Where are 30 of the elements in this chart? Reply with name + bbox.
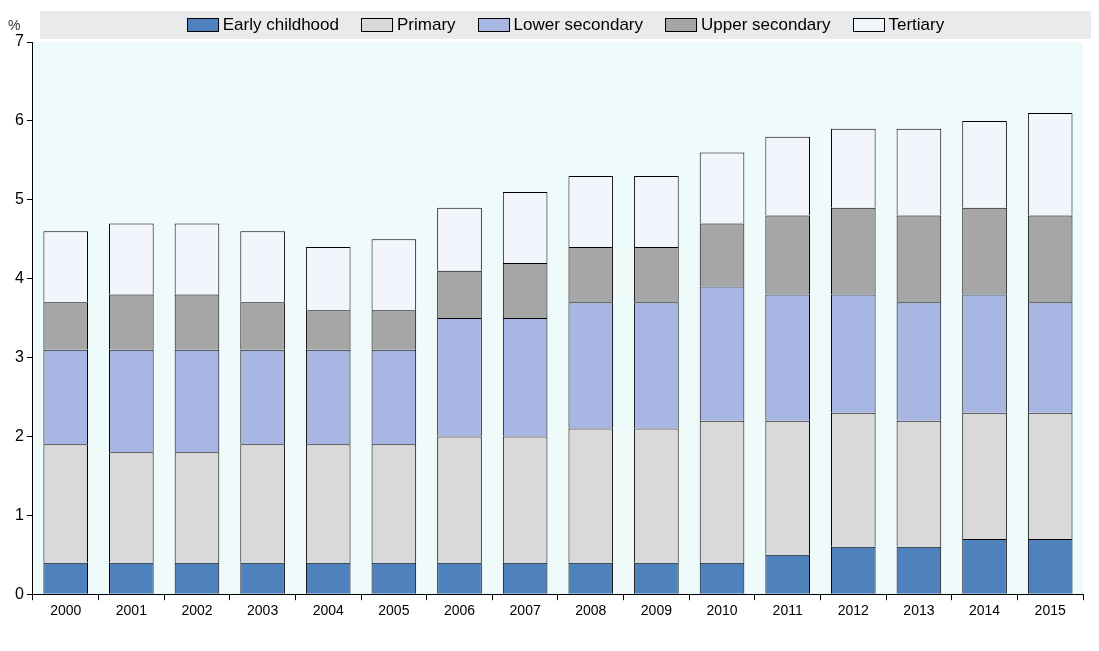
legend-label: Upper secondary: [701, 15, 831, 35]
y-tick-label: 0: [14, 584, 24, 602]
y-tick-label: 4: [14, 269, 24, 287]
x-tick-label: 2007: [509, 602, 541, 619]
x-tick-label: 2014: [968, 602, 1001, 619]
legend-label: Primary: [397, 15, 456, 35]
legend-label: Early childhood: [222, 15, 339, 35]
x-tick-label: 2009: [640, 602, 673, 619]
y-tick-label: 5: [14, 190, 24, 208]
x-tick-label: 2013: [903, 602, 935, 619]
x-tick-label: 2011: [772, 602, 803, 619]
y-tick-label: 3: [14, 347, 24, 365]
x-tick-label: 2012: [837, 602, 870, 619]
y-tick-label: 2: [14, 426, 24, 444]
x-tick-label: 2015: [1034, 602, 1066, 619]
x-tick-label: 2003: [247, 602, 279, 619]
y-tick-label: 6: [14, 111, 24, 129]
y-tick-label: 7: [14, 32, 24, 50]
x-tick-label: 2005: [378, 602, 410, 619]
x-tick-label: 2008: [575, 602, 607, 619]
y-tick-label: 1: [14, 505, 24, 523]
x-tick-label: 2010: [706, 602, 738, 619]
x-tick-label: 2006: [443, 602, 476, 619]
y-axis-title: %: [8, 17, 22, 33]
x-tick-label: 2000: [50, 602, 82, 619]
text: Tertiary: [888, 15, 945, 35]
legend-label: Lower secondary: [513, 15, 644, 35]
x-tick-label: 2001: [115, 602, 148, 619]
x-tick-label: 2004: [312, 602, 345, 619]
x-tick-label: 2002: [181, 602, 213, 619]
